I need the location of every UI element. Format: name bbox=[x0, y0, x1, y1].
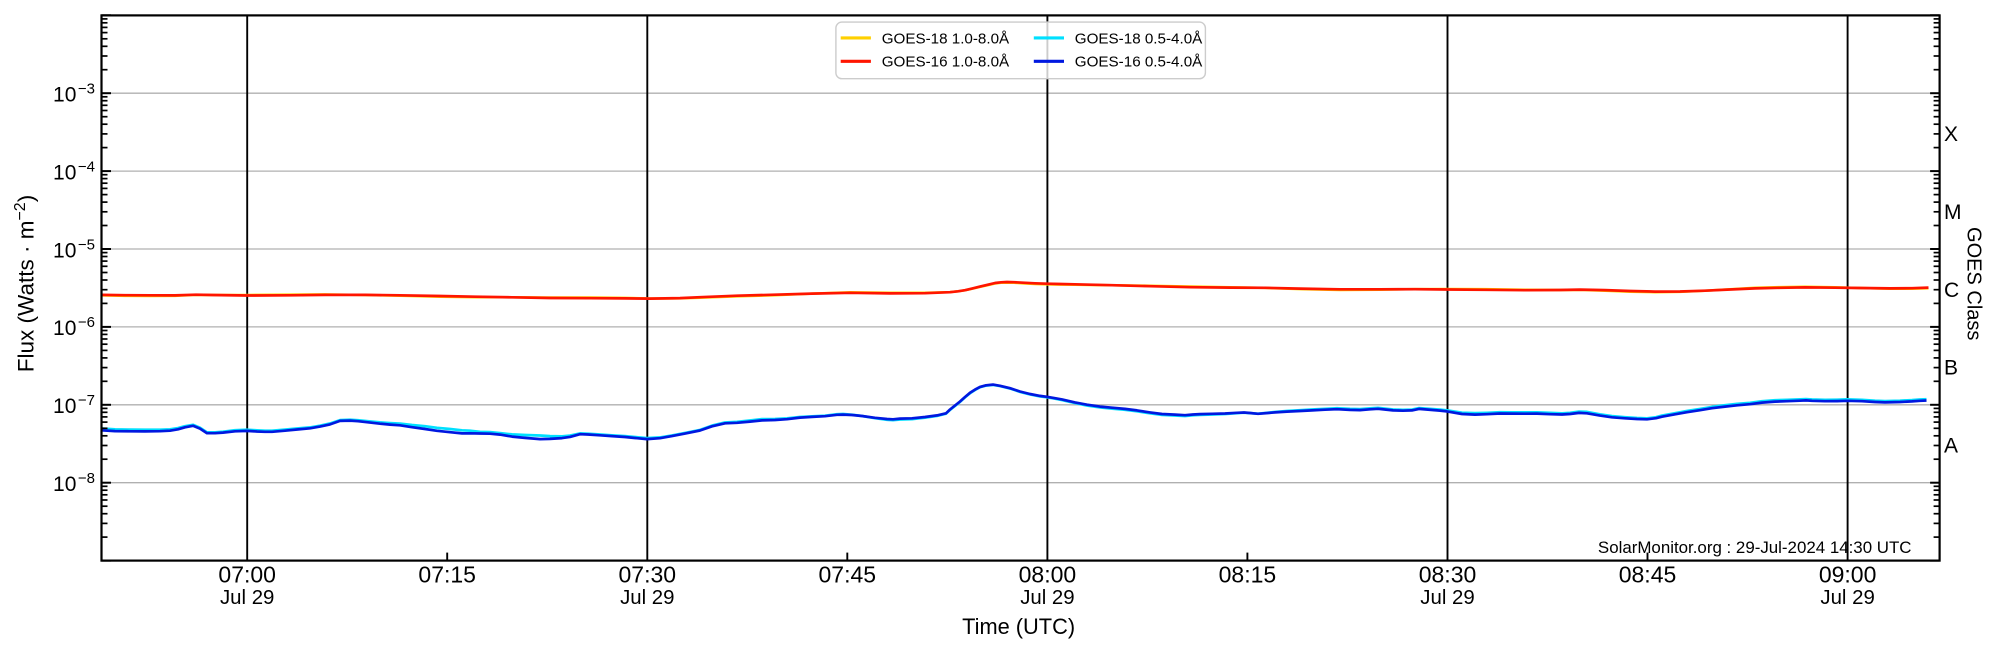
svg-text:GOES-16 1.0-8.0Å: GOES-16 1.0-8.0Å bbox=[882, 54, 1010, 71]
svg-text:09:00: 09:00 bbox=[1819, 562, 1877, 588]
svg-text:07:00: 07:00 bbox=[218, 562, 276, 588]
svg-text:07:45: 07:45 bbox=[819, 562, 877, 588]
svg-text:GOES-18 1.0-8.0Å: GOES-18 1.0-8.0Å bbox=[882, 30, 1010, 47]
svg-text:GOES-16 0.5-4.0Å: GOES-16 0.5-4.0Å bbox=[1075, 54, 1203, 71]
svg-text:10−8: 10 −8 bbox=[53, 470, 95, 496]
svg-text:Flux (Watts · m−2): Flux (Watts · m−2) bbox=[12, 195, 39, 372]
svg-text:SolarMonitor.org : 29-Jul-2024: SolarMonitor.org : 29-Jul-2024 14:30 UTC bbox=[1598, 538, 1912, 557]
svg-text:A: A bbox=[1944, 435, 1958, 458]
svg-text:M: M bbox=[1944, 201, 1962, 224]
svg-text:10−4: 10 −4 bbox=[53, 158, 95, 184]
svg-text:X: X bbox=[1944, 123, 1958, 146]
svg-text:08:15: 08:15 bbox=[1219, 562, 1277, 588]
svg-text:GOES-18 0.5-4.0Å: GOES-18 0.5-4.0Å bbox=[1075, 30, 1203, 47]
svg-text:10−6: 10 −6 bbox=[53, 314, 95, 340]
svg-text:Jul 29: Jul 29 bbox=[620, 587, 674, 609]
svg-text:10−3: 10 −3 bbox=[53, 81, 95, 107]
svg-text:08:45: 08:45 bbox=[1619, 562, 1677, 588]
svg-text:B: B bbox=[1944, 357, 1958, 380]
svg-text:Time (UTC): Time (UTC) bbox=[962, 614, 1075, 639]
svg-text:Jul 29: Jul 29 bbox=[1020, 587, 1074, 609]
svg-text:C: C bbox=[1944, 279, 1959, 302]
svg-text:10−7: 10 −7 bbox=[53, 392, 95, 418]
svg-text:08:00: 08:00 bbox=[1019, 562, 1077, 588]
svg-text:Jul 29: Jul 29 bbox=[1420, 587, 1474, 609]
svg-text:07:30: 07:30 bbox=[619, 562, 677, 588]
svg-text:07:15: 07:15 bbox=[418, 562, 476, 588]
svg-text:10−5: 10 −5 bbox=[53, 236, 95, 262]
svg-text:Jul 29: Jul 29 bbox=[1820, 587, 1874, 609]
svg-text:08:30: 08:30 bbox=[1419, 562, 1477, 588]
svg-text:Jul 29: Jul 29 bbox=[220, 587, 274, 609]
svg-text:GOES Class: GOES Class bbox=[1963, 227, 1985, 340]
